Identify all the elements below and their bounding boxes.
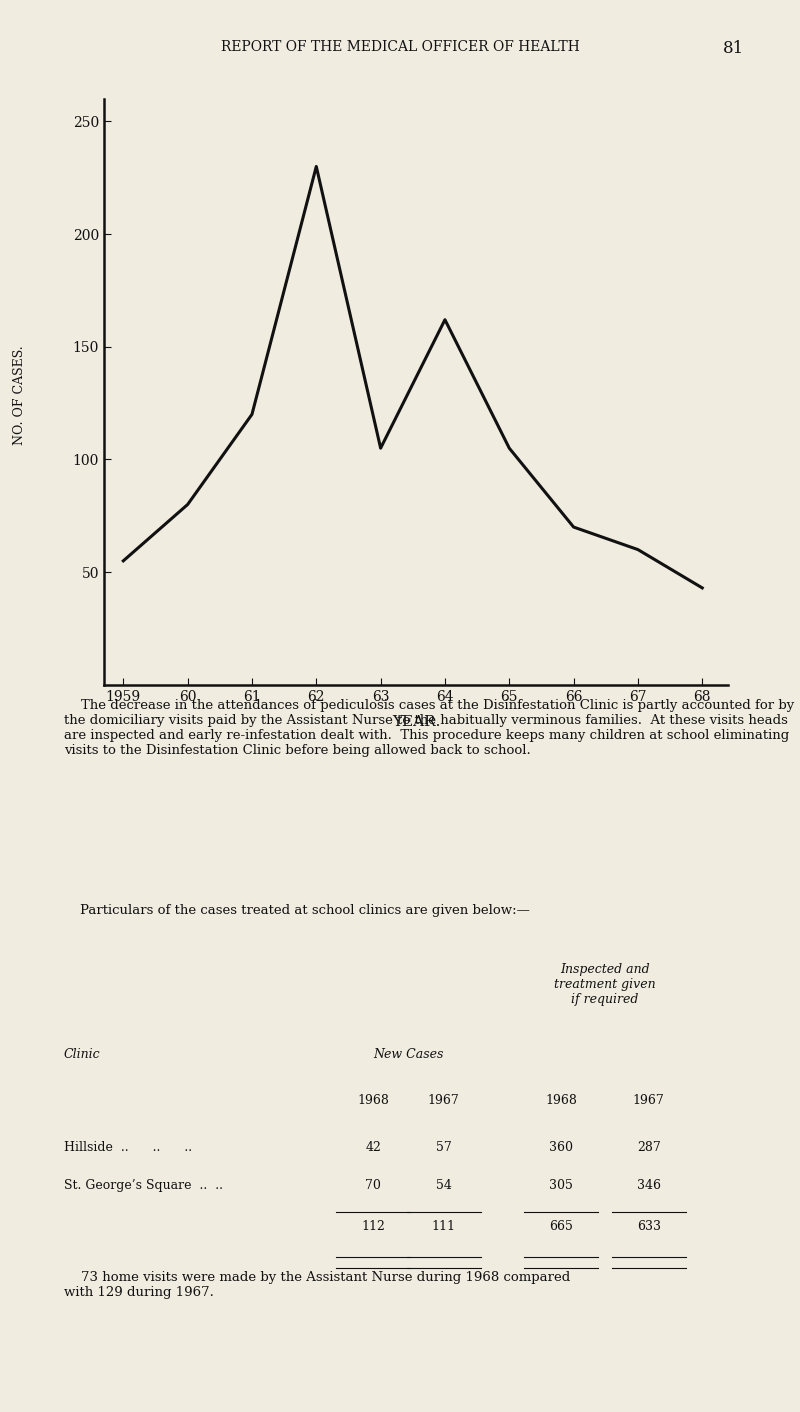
Text: 70: 70 (365, 1179, 381, 1192)
Text: REPORT OF THE MEDICAL OFFICER OF HEALTH: REPORT OF THE MEDICAL OFFICER OF HEALTH (221, 40, 579, 54)
Text: NO. OF CASES.: NO. OF CASES. (14, 346, 26, 445)
Text: Hillside  ..      ..      ..: Hillside .. .. .. (64, 1141, 192, 1154)
Text: 73 home visits were made by the Assistant Nurse during 1968 compared
with 129 du: 73 home visits were made by the Assistan… (64, 1271, 570, 1299)
Text: Inspected and
treatment given
if required: Inspected and treatment given if require… (554, 963, 656, 1005)
Text: 1968: 1968 (546, 1094, 578, 1107)
Text: 346: 346 (637, 1179, 661, 1192)
Text: 42: 42 (365, 1141, 381, 1154)
Text: 81: 81 (722, 40, 744, 56)
Text: 1967: 1967 (633, 1094, 665, 1107)
X-axis label: YEAR.: YEAR. (392, 714, 440, 729)
Text: Clinic: Clinic (64, 1048, 101, 1062)
Text: 112: 112 (361, 1220, 385, 1233)
Text: 305: 305 (550, 1179, 574, 1192)
Text: New Cases: New Cases (373, 1048, 443, 1062)
Text: 287: 287 (637, 1141, 661, 1154)
Text: 1967: 1967 (428, 1094, 459, 1107)
Text: St. George’s Square  ..  ..: St. George’s Square .. .. (64, 1179, 223, 1192)
Text: 633: 633 (637, 1220, 661, 1233)
Text: The decrease in the attendances of pediculosis cases at the Disinfestation Clini: The decrease in the attendances of pedic… (64, 699, 794, 757)
Text: 57: 57 (436, 1141, 451, 1154)
Text: 360: 360 (550, 1141, 574, 1154)
Text: 111: 111 (432, 1220, 456, 1233)
Text: Particulars of the cases treated at school clinics are given below:—: Particulars of the cases treated at scho… (80, 904, 530, 918)
Text: 54: 54 (436, 1179, 452, 1192)
Text: 1968: 1968 (357, 1094, 389, 1107)
Text: 665: 665 (550, 1220, 574, 1233)
